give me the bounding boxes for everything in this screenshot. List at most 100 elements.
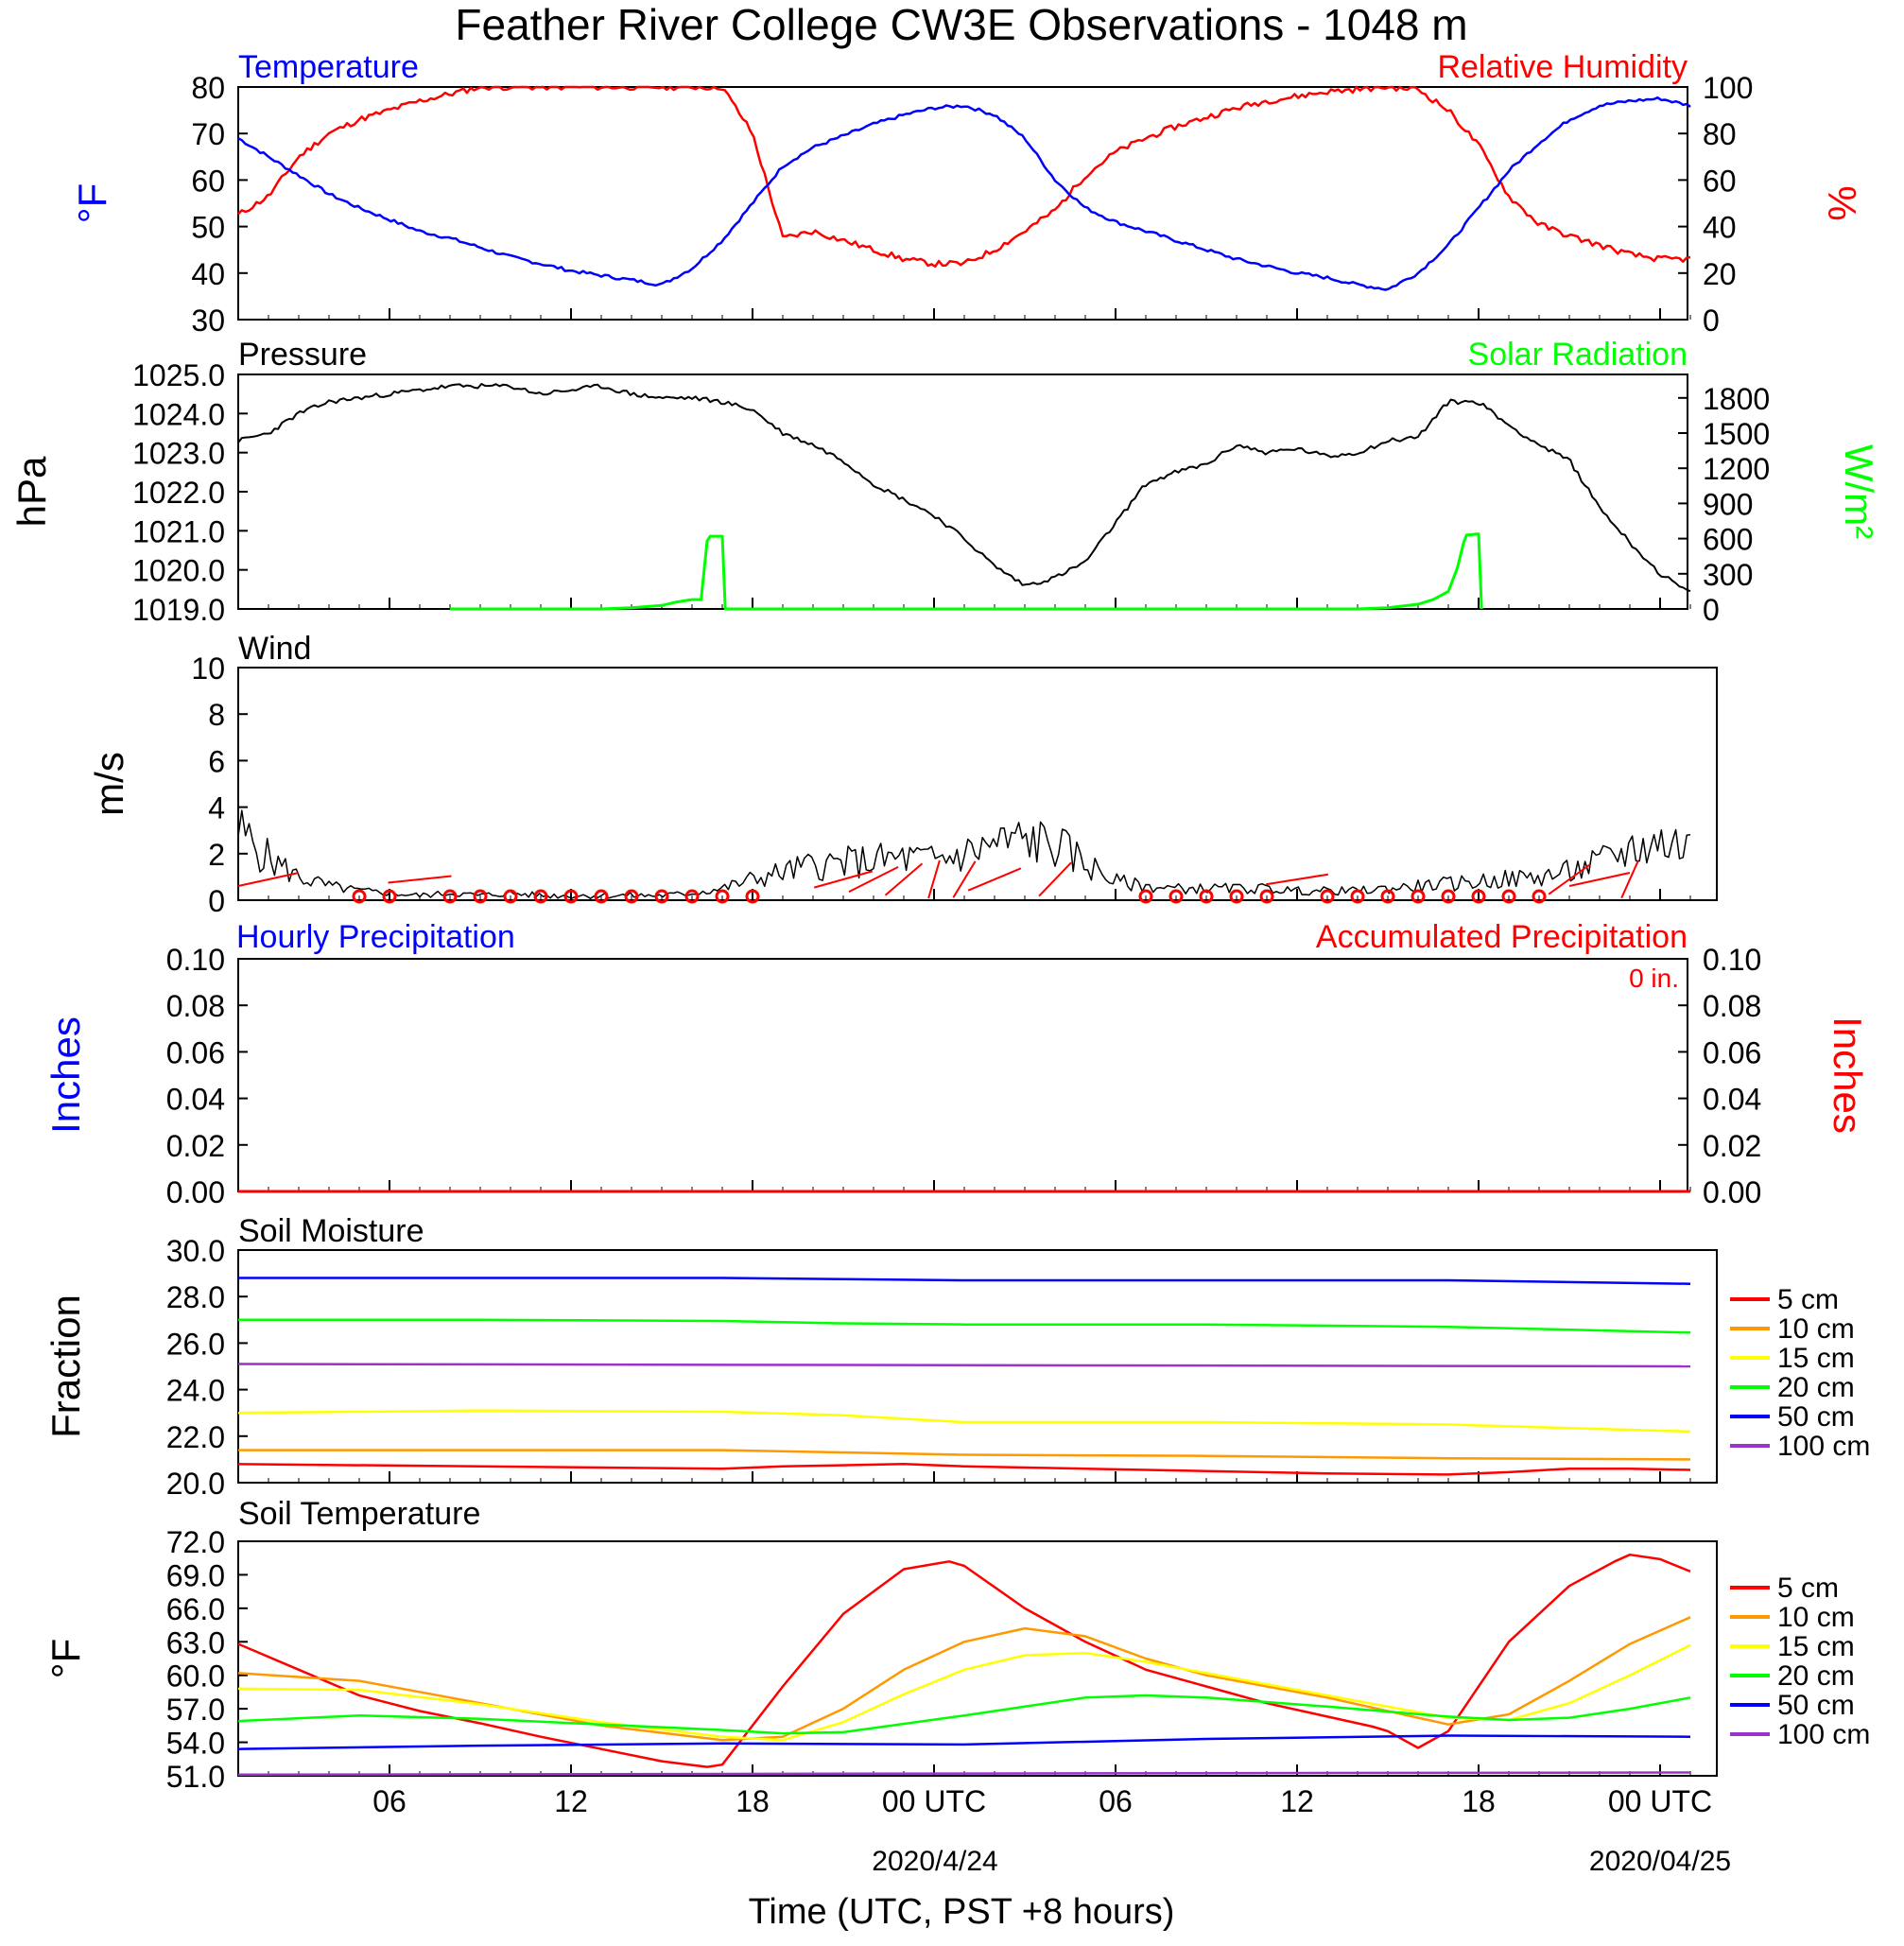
- pressure-axis-tick-label-4: 1023.0: [132, 437, 225, 471]
- soil-moisture-line-2: [237, 1409, 1691, 1433]
- soil-moisture-legend-label-3: 20 cm: [1777, 1372, 1855, 1403]
- wind-barb-4: [884, 862, 924, 896]
- accum-precip-total: 0 in.: [1629, 964, 1679, 993]
- panel-frame-pressure: [237, 374, 1688, 610]
- temp-axis-tick-label-5: 80: [191, 71, 225, 105]
- wind-calm-marker-0: [352, 889, 367, 904]
- wind-calm-marker-6: [563, 889, 579, 904]
- wind-unit-label: m/s: [87, 752, 131, 816]
- wind-title: Wind: [238, 631, 311, 667]
- wind-calm-marker-25: [1532, 889, 1547, 904]
- soil-temp-axis-tick-label-0: 51.0: [166, 1760, 225, 1794]
- soil-temp-legend-label-5: 100 cm: [1777, 1719, 1870, 1750]
- x-tick-label-2: 18: [736, 1784, 770, 1818]
- soil-temp-line-0: [237, 1553, 1691, 1768]
- soil-moisture-axis-tick-label-2: 24.0: [166, 1374, 225, 1408]
- rh-line: [237, 85, 1691, 269]
- wind-calm-marker-3: [473, 889, 488, 904]
- rh-title: Relative Humidity: [1437, 49, 1688, 85]
- temp-axis-tick-label-3: 60: [191, 164, 225, 198]
- soil-temp-axis-tick-label-7: 72.0: [166, 1525, 225, 1559]
- soil-moisture-unit-label: Fraction: [43, 1294, 88, 1438]
- date-label-2: 2020/04/25: [1589, 1846, 1731, 1877]
- soil-moisture-legend-label-2: 15 cm: [1777, 1343, 1855, 1374]
- wind-barb-8: [1038, 861, 1072, 897]
- soil-temp-line-1: [237, 1616, 1691, 1742]
- wind-barb-1: [388, 875, 452, 884]
- wind-calm-marker-19: [1350, 889, 1365, 904]
- soil-temp-legend-label-3: 20 cm: [1777, 1660, 1855, 1692]
- pressure-axis-tick-label-5: 1024.0: [132, 397, 225, 431]
- wind-calm-marker-16: [1229, 889, 1244, 904]
- soil-moisture-title: Soil Moisture: [238, 1213, 424, 1249]
- wind-axis-tick-label-1: 2: [208, 838, 225, 872]
- x-tick-label-5: 12: [1280, 1784, 1314, 1818]
- wind-calm-marker-4: [503, 889, 518, 904]
- precip-right-axis-tick-label-4: 0.08: [1703, 989, 1761, 1023]
- soil-temp-legend-label-0: 5 cm: [1777, 1572, 1839, 1604]
- wind-calm-marker-13: [1138, 889, 1153, 904]
- generated-marks: 3040506070800204060801001019.01020.01021…: [132, 71, 1870, 1818]
- soil-moisture-line-1: [238, 1449, 1691, 1461]
- solar-line: [450, 532, 1483, 611]
- soil-moisture-line-3: [238, 1318, 1691, 1334]
- rh-axis-tick-label-0: 0: [1703, 304, 1720, 338]
- x-axis-title: Time (UTC, PST +8 hours): [749, 1892, 1175, 1932]
- wind-calm-marker-8: [624, 889, 639, 904]
- precip-right-axis-tick-label-5: 0.10: [1703, 943, 1761, 977]
- wind-barb-0: [237, 872, 300, 887]
- soil-temp-line-4: [237, 1734, 1691, 1750]
- wind-barb-2: [813, 870, 874, 889]
- precip-right-axis-tick-label-2: 0.04: [1703, 1083, 1761, 1117]
- wind-calm-marker-7: [594, 889, 609, 904]
- wind-barb-7: [967, 867, 1022, 892]
- precip-right-axis-tick-label-3: 0.06: [1703, 1035, 1761, 1069]
- pressure-line: [237, 383, 1691, 593]
- rh-axis-tick-label-4: 80: [1703, 117, 1737, 151]
- soil-temp-axis-tick-label-3: 60.0: [166, 1659, 225, 1694]
- soil-moisture-legend-label-5: 100 cm: [1777, 1431, 1870, 1462]
- solar-axis-tick-label-6: 1800: [1703, 382, 1770, 416]
- wind-calm-marker-10: [684, 889, 700, 904]
- wind-line: [237, 809, 1691, 899]
- precip-left-axis-tick-label-1: 0.02: [166, 1129, 225, 1163]
- wind-calm-marker-20: [1380, 889, 1395, 904]
- wind-axis-tick-label-4: 8: [208, 698, 225, 732]
- solar-axis-tick-label-4: 1200: [1703, 452, 1770, 486]
- x-tick-label-3: 00 UTC: [882, 1784, 986, 1818]
- precip-left-axis-tick-label-0: 0.00: [166, 1175, 225, 1209]
- rh-axis-tick-label-1: 20: [1703, 257, 1737, 291]
- soil-moisture-legend-label-0: 5 cm: [1777, 1284, 1839, 1315]
- soil-moisture-line-4: [238, 1277, 1691, 1285]
- solar-axis-tick-label-2: 600: [1703, 523, 1753, 557]
- temp-unit-label: °F: [70, 183, 114, 223]
- pressure-title: Pressure: [238, 337, 367, 373]
- solar-axis-tick-label-3: 900: [1703, 487, 1753, 521]
- wind-calm-marker-12: [745, 889, 760, 904]
- wind-calm-marker-18: [1320, 889, 1335, 904]
- solar-axis-tick-label-0: 0: [1703, 593, 1720, 627]
- soil-moisture-axis-tick-label-4: 28.0: [166, 1280, 225, 1314]
- soil-moisture-axis-tick-label-1: 22.0: [166, 1420, 225, 1454]
- panel-frame-wind: [237, 667, 1718, 901]
- wind-barb-10: [1548, 863, 1591, 895]
- pressure-unit-label: hPa: [9, 456, 54, 527]
- wind-axis-tick-label-2: 4: [208, 791, 225, 825]
- precip-left-axis-tick-label-4: 0.08: [166, 989, 225, 1023]
- soil-temp-title: Soil Temperature: [238, 1496, 480, 1532]
- x-tick-label-7: 00 UTC: [1608, 1784, 1712, 1818]
- soil-temp-legend-label-2: 15 cm: [1777, 1631, 1855, 1662]
- wind-barb-12: [1620, 860, 1639, 899]
- date-label-1: 2020/4/24: [872, 1846, 997, 1877]
- rh-axis-tick-label-5: 100: [1703, 71, 1753, 105]
- soil-temp-line-3: [237, 1694, 1691, 1735]
- wind-calm-marker-22: [1441, 889, 1456, 904]
- soil-temp-axis-tick-label-1: 54.0: [166, 1727, 225, 1761]
- solar-axis-tick-label-1: 300: [1703, 558, 1753, 592]
- x-tick-label-6: 18: [1462, 1784, 1496, 1818]
- wind-axis-tick-label-0: 0: [208, 884, 225, 918]
- hourly-precip-title: Hourly Precipitation: [236, 919, 515, 955]
- soil-temp-axis-tick-label-2: 57.0: [166, 1693, 225, 1727]
- precip-left-axis-tick-label-5: 0.10: [166, 943, 225, 977]
- temp-line: [237, 96, 1691, 291]
